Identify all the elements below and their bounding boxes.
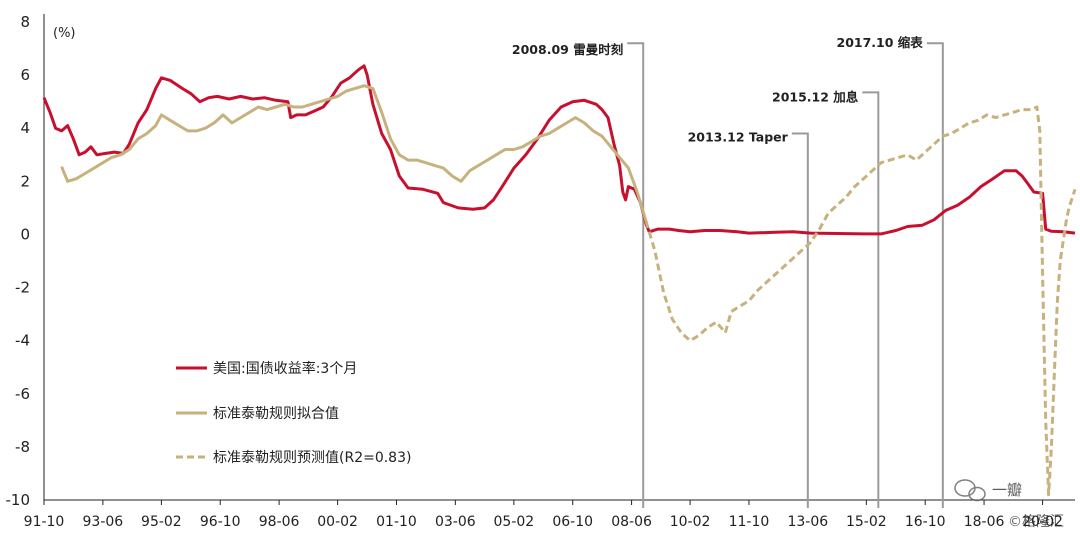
x-tick-label: 98-06 [259, 514, 300, 530]
y-tick-label: 8 [20, 13, 30, 31]
y-tick-label: 0 [20, 225, 30, 243]
x-tick-label: 03-06 [435, 514, 476, 530]
series-line-3 [644, 105, 1077, 497]
annotation-label: 2013.12 Taper [688, 130, 789, 145]
x-tick-label: 01-10 [376, 514, 417, 530]
annotation-label: 2015.12 加息 [772, 90, 859, 105]
y-unit-label: (%) [53, 26, 76, 41]
x-tick-label: 18-06 [964, 514, 1005, 530]
x-tick-label: 13-06 [787, 514, 828, 530]
x-tick-label: 20-02 [1022, 514, 1063, 530]
annotation-marker-line [791, 132, 809, 508]
x-tick-label: 15-02 [846, 514, 887, 530]
y-tick-label: 2 [20, 172, 30, 190]
x-tick-label: 00-02 [317, 514, 358, 530]
x-tick-label: 11-10 [729, 514, 770, 530]
watermark-text: 一瓣 [992, 481, 1022, 499]
y-axis: 8 6 4 2 0 -2 -4 -6 -8 -10 (%) [6, 13, 76, 509]
y-tick-label: -2 [15, 279, 30, 297]
annotation-marker-line [926, 42, 944, 508]
x-axis: 91-10 93-06 95-02 96-10 98-06 00-02 01-10 03-06… [24, 499, 1075, 530]
x-tick-label: 06-10 [552, 514, 593, 530]
annotation-marker-line [627, 42, 645, 508]
watermark: 一瓣 ©格隆汇 [954, 479, 1064, 530]
annotation-marker-line [862, 91, 880, 508]
x-tick-label: 16-10 [905, 514, 946, 530]
x-tick-label: 05-02 [494, 514, 535, 530]
y-tick-label: 4 [20, 119, 30, 137]
x-tick-label: 10-02 [670, 514, 711, 530]
series-line-1 [42, 64, 1076, 236]
legend-label: 标准泰勒规则拟合值 [213, 406, 339, 422]
y-tick-label: 6 [20, 66, 30, 84]
x-tick-label: 91-10 [24, 514, 65, 530]
series-line-2 [60, 84, 648, 222]
series-lines [42, 64, 1077, 497]
y-tick-label: -10 [6, 491, 31, 509]
x-tick-label: 93-06 [83, 514, 124, 530]
annotation-label: 2008.09 雷曼时刻 [512, 42, 623, 57]
y-tick-label: -6 [15, 385, 30, 403]
wechat-icon [954, 479, 986, 502]
annotations: 2008.09 雷曼时刻 2013.12 Taper 2015.12 加息 2017.… [512, 35, 944, 508]
x-tick-label: 95-02 [141, 514, 182, 530]
y-tick-label: -8 [15, 438, 30, 456]
x-tick-label: 96-10 [200, 514, 241, 530]
legend-label: 美国:国债收益率:3个月 [213, 360, 357, 377]
watermark-subtext: ©格隆汇 [1008, 514, 1064, 530]
x-tick-label: 08-06 [611, 514, 652, 530]
y-tick-label: -4 [15, 332, 30, 350]
legend-label: 标准泰勒规则预测值(R2=0.83) [213, 450, 411, 466]
annotation-label: 2017.10 缩表 [837, 35, 924, 50]
